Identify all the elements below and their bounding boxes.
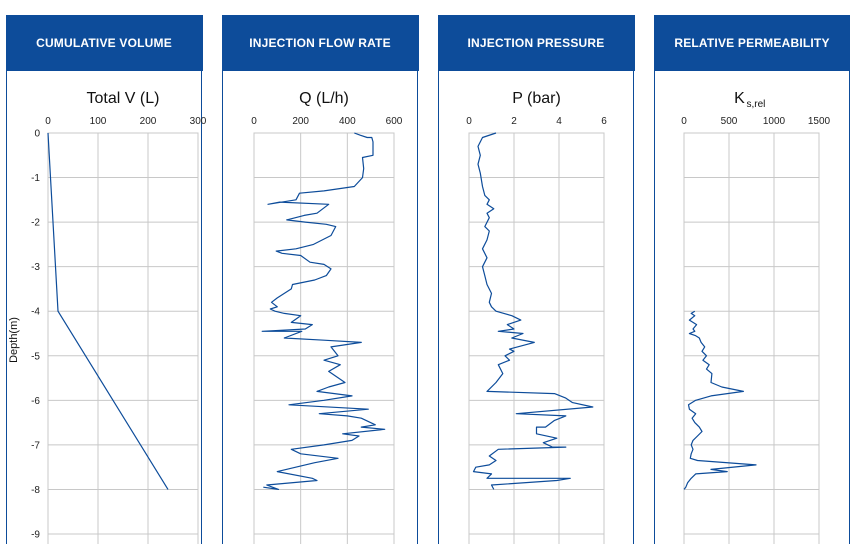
axis-title: P (bar) [512,90,561,107]
x-tick-label: 6 [601,116,607,127]
plot-frame [683,132,820,544]
panel-injection-pressure: INJECTION PRESSURE [437,15,635,544]
panel-header: CUMULATIVE VOLUME [5,15,203,71]
series-line [472,132,594,490]
series-line [261,132,386,490]
x-tick-label: 500 [721,116,738,127]
y-tick-label: -5 [31,351,40,362]
x-tick-label: 0 [466,116,472,127]
panel-relative-permeability: RELATIVE PERMEABILITY [653,15,850,544]
y-tick-label: -2 [31,218,40,229]
x-tick-label: 0 [681,116,687,127]
series-line [683,310,757,490]
panel-header: RELATIVE PERMEABILITY [653,15,850,71]
x-tick-label: 100 [90,116,107,127]
y-tick-label: -1 [31,173,40,184]
y-tick-label: -4 [31,307,40,318]
series-line [47,132,169,490]
x-tick-label: 200 [140,116,157,127]
x-tick-label: 2 [511,116,517,127]
x-tick-label: 1500 [808,116,831,127]
y-tick-label: -9 [31,530,40,541]
x-tick-label: 4 [556,116,562,127]
axis-title: Total V (L) [87,90,160,107]
x-tick-label: 0 [251,116,257,127]
x-tick-label: 600 [386,116,403,127]
panel-header: INJECTION PRESSURE [437,15,635,71]
x-tick-label: 0 [45,116,51,127]
x-tick-label: 400 [339,116,356,127]
axis-title-subscript: s,rel [747,99,766,110]
x-tick-label: 200 [292,116,309,127]
y-axis-label: Depth(m) [8,317,20,363]
y-tick-label: 0 [34,129,40,140]
axis-title: Q (L/h) [299,90,349,107]
panel-header: INJECTION FLOW RATE [221,15,419,71]
x-tick-label: 1000 [763,116,786,127]
y-tick-label: -3 [31,262,40,273]
plot-frame [47,132,199,544]
y-tick-label: -8 [31,485,40,496]
x-tick-label: 300 [190,116,207,127]
panel-cumulative-volume: CUMULATIVE VOLUME [5,15,203,544]
y-tick-label: -6 [31,396,40,407]
y-tick-label: -7 [31,440,40,451]
plot-frame [253,132,395,544]
axis-title: K [734,90,745,107]
